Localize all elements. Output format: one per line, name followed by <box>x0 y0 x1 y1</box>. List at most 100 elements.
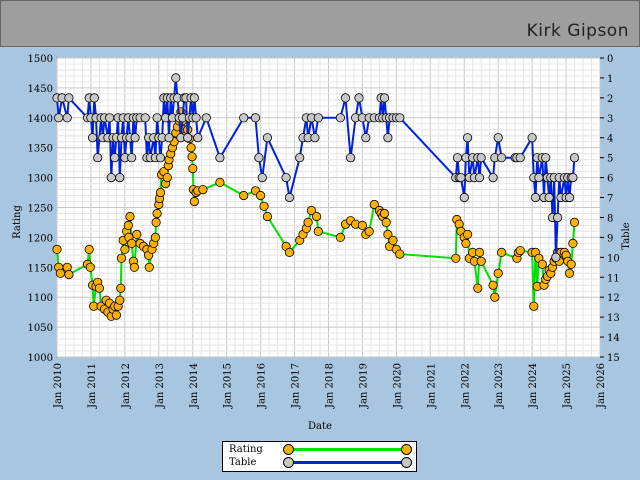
data-point-table <box>340 93 351 103</box>
data-point-rating <box>490 292 500 302</box>
x-tick-label: Jan 2020 <box>392 363 403 409</box>
data-point-table <box>474 173 485 183</box>
data-point-rating <box>52 244 62 254</box>
y-right-tick-label: 3 <box>607 114 613 125</box>
legend-line-table <box>289 461 405 464</box>
data-point-rating <box>115 295 125 305</box>
x-tick-label: Jan 2023 <box>494 363 505 409</box>
data-point-rating <box>127 238 137 248</box>
x-tick-label: Jan 2017 <box>291 363 302 409</box>
x-tick-label: Jan 2014 <box>189 363 200 409</box>
x-tick-label: Jan 2010 <box>53 363 64 409</box>
data-point-table <box>527 133 537 143</box>
data-point-table <box>568 173 578 183</box>
data-point-table <box>281 173 291 183</box>
data-point-rating <box>473 283 483 293</box>
data-point-table <box>110 153 120 163</box>
x-axis: Jan 2010 Jan 2011 Jan 2012 Jan 2013 Jan 2014… <box>53 363 607 409</box>
data-point-table <box>89 93 99 103</box>
data-point-table <box>191 113 201 123</box>
data-point-rating <box>388 235 398 245</box>
data-point-table <box>127 153 137 163</box>
data-point-rating <box>335 232 345 242</box>
data-point-rating <box>111 310 122 320</box>
x-tick-label: Jan 2013 <box>155 363 166 409</box>
data-point-rating <box>515 246 525 256</box>
data-point-rating <box>476 256 486 266</box>
data-point-rating <box>188 164 198 174</box>
y-right-tick-label: 13 <box>607 313 620 324</box>
data-point-rating <box>151 217 161 227</box>
data-point-table <box>345 153 356 163</box>
data-point-rating <box>381 217 391 227</box>
y-right-tick-label: 4 <box>607 134 613 145</box>
data-point-rating <box>383 229 393 239</box>
y-left-tick-label: 1150 <box>28 263 53 274</box>
x-tick-label: Jan 2018 <box>325 363 336 409</box>
data-point-table <box>254 153 264 163</box>
data-point-rating <box>85 262 95 272</box>
data-point-rating <box>529 301 539 311</box>
data-point-rating <box>537 259 547 269</box>
data-point-table <box>379 93 390 103</box>
y-right-tick-label: 15 <box>607 353 620 364</box>
data-point-rating <box>120 244 130 254</box>
data-point-table <box>64 93 74 103</box>
data-point-table <box>569 153 580 163</box>
data-point-table <box>354 93 364 103</box>
data-point-table <box>215 153 225 163</box>
data-point-table <box>93 153 103 163</box>
data-point-rating <box>379 208 390 219</box>
data-point-rating <box>198 185 208 195</box>
data-point-rating <box>55 268 66 278</box>
data-point-rating <box>84 244 94 254</box>
y-left-tick-label: 1050 <box>28 323 53 334</box>
y-left-tick-label: 1450 <box>28 84 53 95</box>
x-tick-label: Jan 2022 <box>460 363 471 409</box>
data-point-rating <box>123 220 133 230</box>
y-right-tick-label: 7 <box>607 194 613 205</box>
data-point-table <box>115 173 125 183</box>
data-point-table <box>183 133 193 143</box>
data-point-table <box>564 192 575 203</box>
y-left-tick-label: 1000 <box>28 353 53 364</box>
data-point-rating <box>303 217 313 227</box>
legend-marker-table <box>401 457 412 468</box>
data-point-rating <box>569 217 580 227</box>
y-left-tick-label: 1100 <box>28 293 53 304</box>
y-left-tick-label: 1250 <box>28 204 53 215</box>
data-point-table <box>456 173 466 183</box>
player-name: Kirk Gipson <box>526 21 629 41</box>
data-point-rating <box>493 268 503 278</box>
data-point-table <box>541 153 551 163</box>
data-point-rating <box>186 143 196 153</box>
data-point-table <box>313 113 323 123</box>
series-table <box>52 73 580 262</box>
y-right-tick-label: 9 <box>607 233 613 244</box>
y-left-tick-label: 1350 <box>28 144 53 155</box>
data-point-table <box>140 113 150 123</box>
data-point-rating <box>144 262 154 272</box>
data-point-rating <box>451 253 461 263</box>
y-right-tick-label: 5 <box>607 154 613 165</box>
legend-item-rating: Rating <box>229 443 412 457</box>
data-point-rating <box>568 238 578 248</box>
x-tick-label: Jan 2024 <box>528 363 539 409</box>
data-point-rating <box>259 201 269 211</box>
data-point-rating <box>132 229 142 239</box>
data-point-rating <box>313 226 323 236</box>
data-point-rating <box>187 152 197 162</box>
data-point-rating <box>189 196 199 207</box>
data-point-table <box>534 173 544 183</box>
y-right-tick-label: 11 <box>607 273 620 284</box>
data-point-rating <box>116 253 127 263</box>
data-point-table <box>164 133 174 143</box>
data-point-table <box>493 133 503 143</box>
data-point-table <box>459 192 469 203</box>
data-point-table <box>383 133 393 143</box>
data-point-rating <box>474 247 485 257</box>
data-point-rating <box>150 232 160 242</box>
data-point-table <box>239 113 249 123</box>
